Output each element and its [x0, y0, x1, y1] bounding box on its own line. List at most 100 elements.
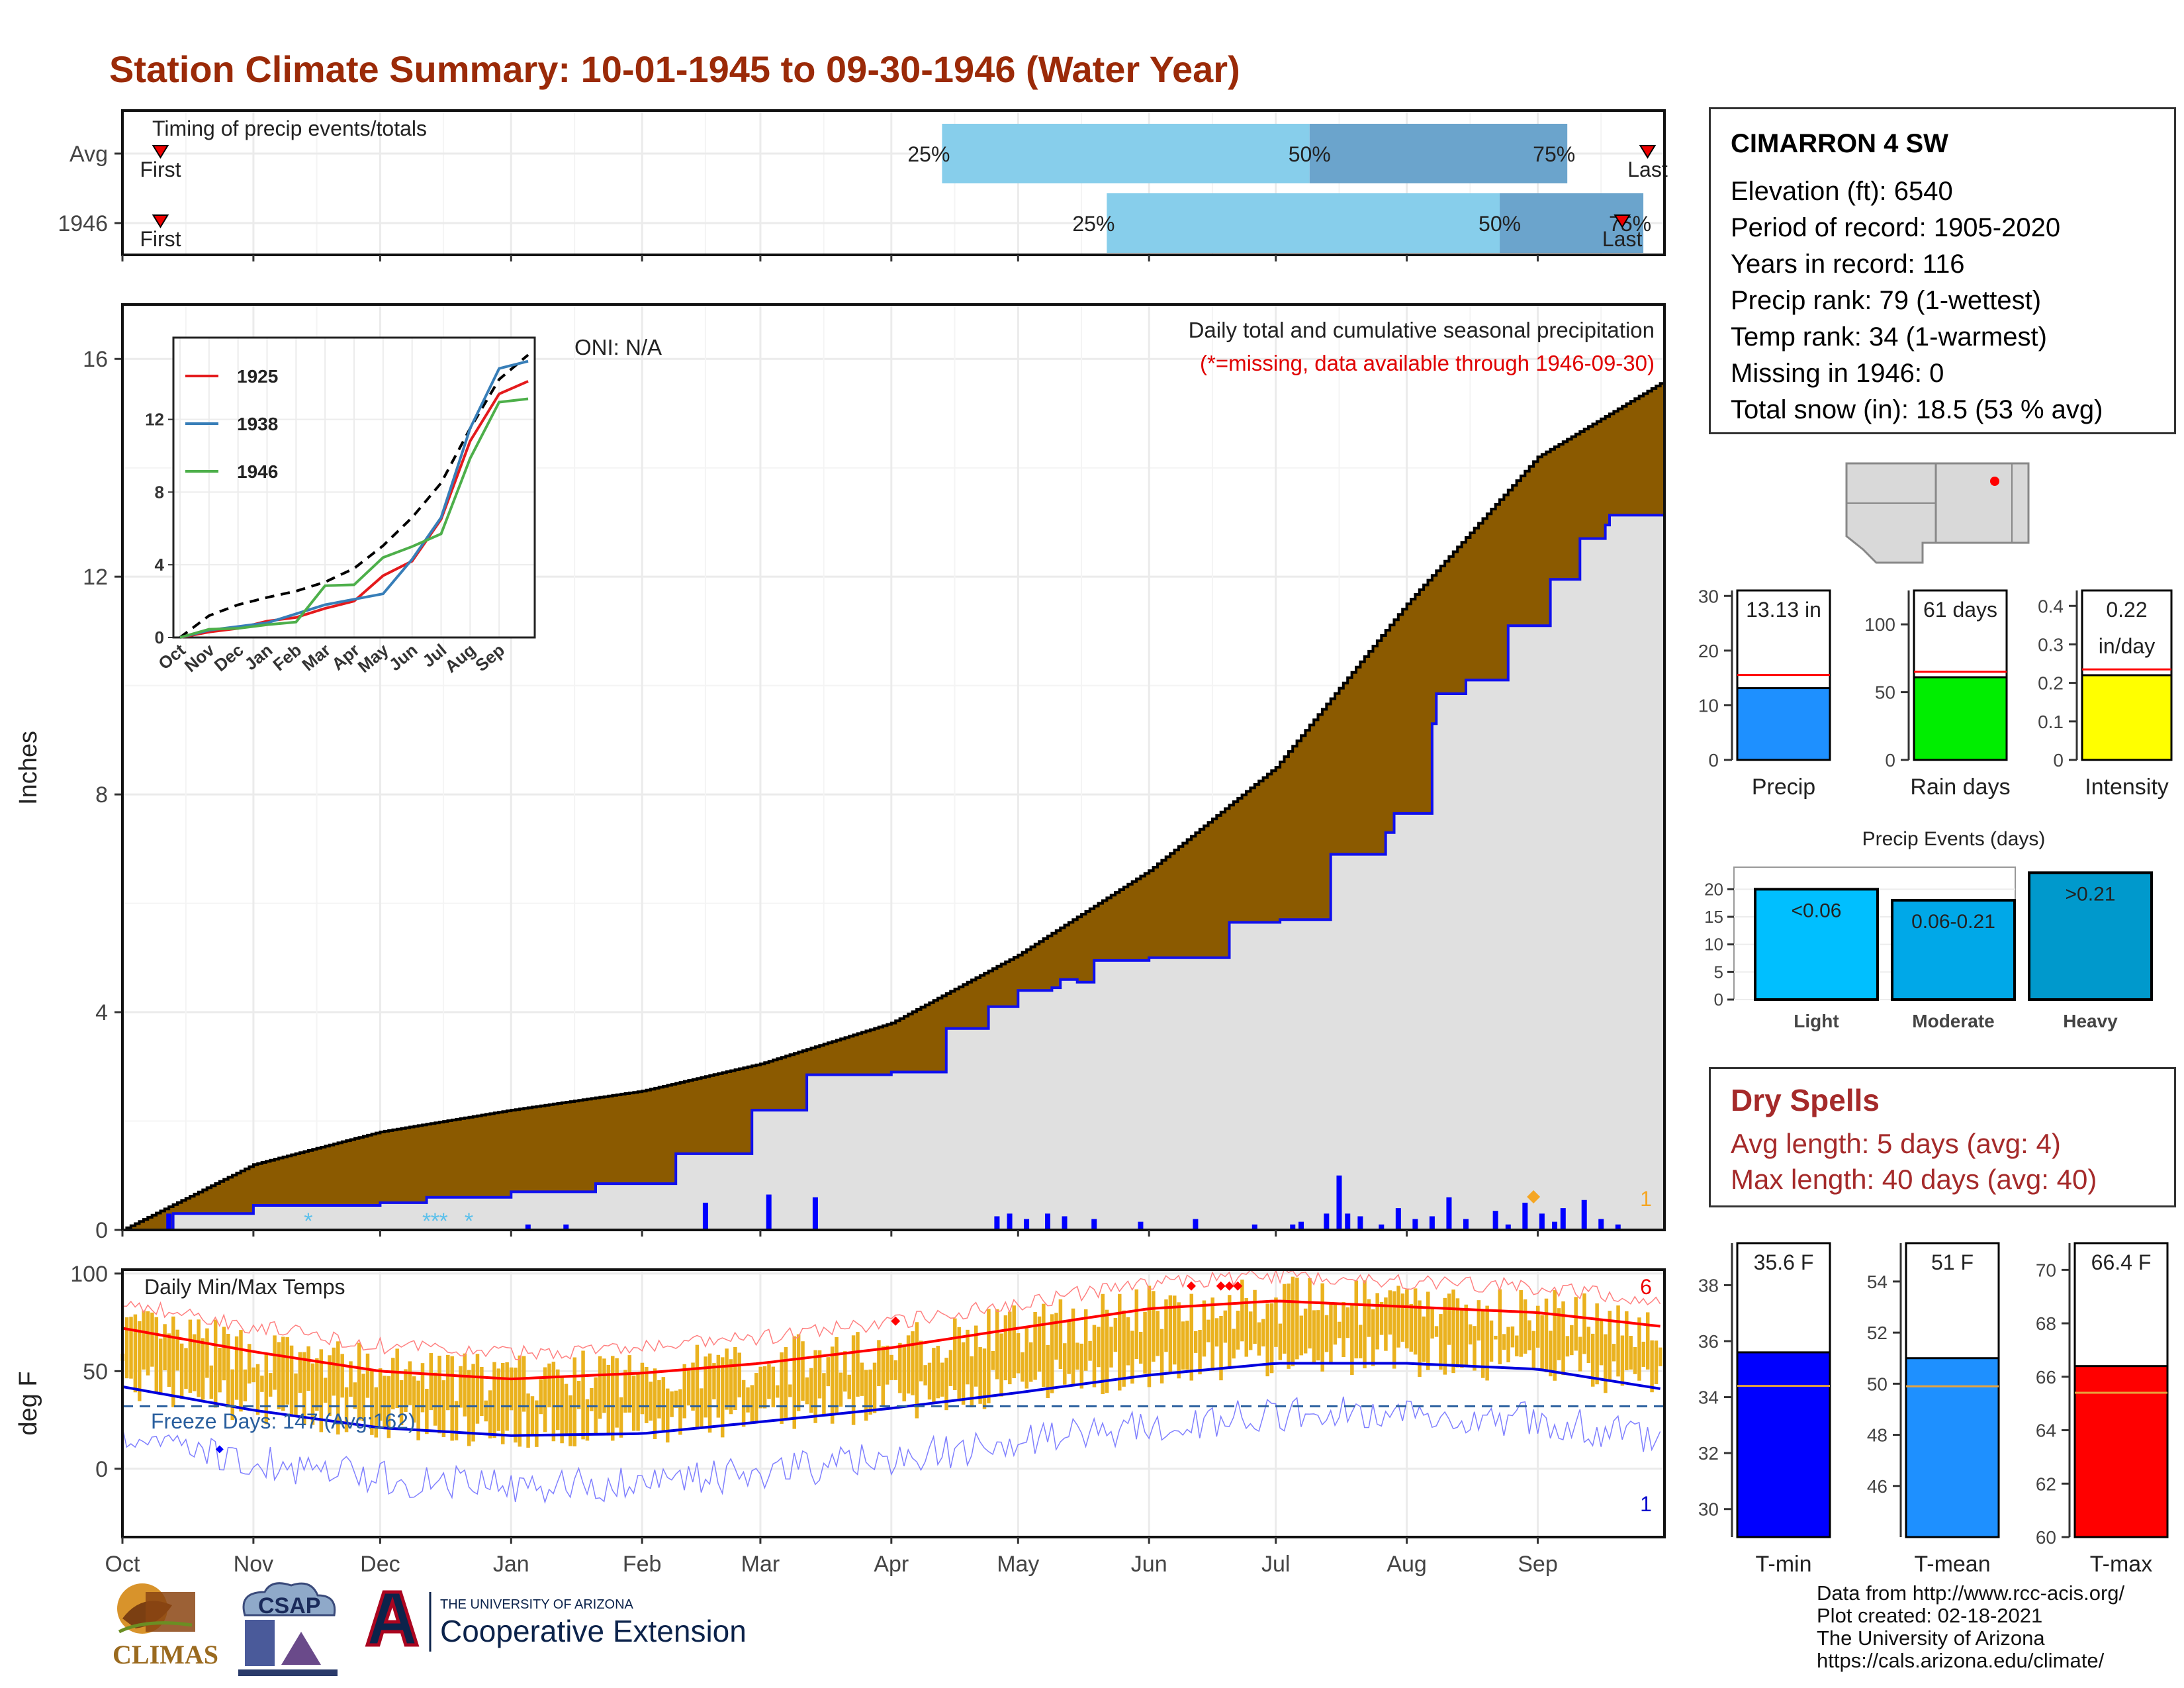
- daily-temp-bar: [843, 1351, 847, 1392]
- daily-precip-bar: [563, 1224, 569, 1230]
- daily-temp-bar: [1557, 1308, 1561, 1360]
- daily-temp-bar: [1223, 1310, 1228, 1343]
- daily-temp-bar: [1616, 1305, 1620, 1377]
- daily-temp-bar: [454, 1401, 459, 1440]
- daily-temp-bar: [391, 1358, 395, 1410]
- daily-temp-bar: [581, 1350, 585, 1440]
- daily-temp-bar: [167, 1333, 171, 1387]
- daily-temp-bar: [1291, 1276, 1295, 1366]
- daily-temp-bar: [835, 1336, 839, 1413]
- daily-temp-bar: [480, 1366, 484, 1417]
- daily-temp-bar: [936, 1346, 940, 1399]
- daily-temp-bar: [1519, 1289, 1523, 1357]
- daily-temp-bar: [707, 1353, 712, 1433]
- daily-temp-bar: [919, 1340, 923, 1382]
- precip-total-axis-label: Precip: [1752, 774, 1815, 800]
- daily-temp-bar: [970, 1356, 974, 1408]
- daily-temp-bar: [1405, 1289, 1409, 1348]
- daily-temp-bar: [792, 1336, 796, 1429]
- precip-panel-header: Daily total and cumulative seasonal prec…: [1189, 318, 1655, 342]
- avg-cumulative-line: [122, 382, 1664, 1231]
- daily-temp-bar: [1506, 1327, 1510, 1362]
- y-tick-label: 30: [1698, 586, 1719, 606]
- daily-temp-bar: [475, 1354, 480, 1424]
- daily-temp-bar: [518, 1355, 522, 1447]
- daily-temp-bar: [670, 1391, 674, 1417]
- daily-temp-bar: [1473, 1326, 1477, 1371]
- daily-temp-bar: [796, 1334, 801, 1411]
- daily-temp-bar: [948, 1350, 953, 1386]
- y-tick-label: 0: [2053, 750, 2064, 771]
- daily-precip-bar: [1412, 1219, 1418, 1230]
- daily-temp-bar: [526, 1393, 530, 1448]
- daily-temp-bar: [138, 1321, 142, 1401]
- daily-temp-bar: [1485, 1305, 1489, 1381]
- daily-temp-bar: [1058, 1299, 1063, 1370]
- daily-temp-bar: [446, 1354, 450, 1411]
- daily-temp-bar: [399, 1380, 404, 1426]
- daily-precip-bar: [1463, 1219, 1469, 1230]
- daily-temp-bar: [881, 1346, 886, 1406]
- daily-temp-bar: [365, 1353, 370, 1398]
- credit-line: https://cals.arizona.edu/climate/: [1817, 1649, 2105, 1672]
- daily-precip-bar: [1336, 1175, 1342, 1230]
- credit-line: Data from http://www.rcc-acis.org/: [1817, 1581, 2125, 1605]
- last-label: Last: [1627, 158, 1668, 181]
- daily-temp-bar: [741, 1380, 746, 1427]
- tmin-bar: [1736, 1351, 1831, 1538]
- daily-temp-bar: [974, 1325, 978, 1387]
- y-tick-label: 0: [1885, 750, 1895, 771]
- daily-temp-bar: [1342, 1302, 1345, 1358]
- last-label: Last: [1602, 227, 1643, 251]
- station-missing: Missing in 1946: 0: [1731, 359, 1944, 388]
- tmin-axis-label: T-min: [1756, 1552, 1812, 1577]
- daily-temp-bar: [1278, 1323, 1283, 1360]
- daily-temp-bar: [606, 1364, 611, 1436]
- daily-precip-bar: [1505, 1224, 1511, 1230]
- daily-temp-bar: [1324, 1315, 1329, 1352]
- daily-temp-bar: [1612, 1344, 1616, 1362]
- intensity-value-label: in/day: [2099, 634, 2155, 658]
- daily-temp-bar: [1160, 1329, 1164, 1383]
- daily-temp-bar: [872, 1362, 877, 1413]
- hot-days-count: 6: [1640, 1275, 1652, 1299]
- daily-temp-bar: [966, 1329, 970, 1385]
- daily-temp-bar: [1561, 1301, 1565, 1376]
- daily-temp-bar: [826, 1357, 831, 1387]
- daily-temp-bar: [1244, 1297, 1249, 1357]
- daily-temp-bar: [349, 1361, 353, 1397]
- daily-temp-bar: [543, 1367, 547, 1432]
- y-tick-label: 0: [95, 1218, 108, 1243]
- daily-temp-bar: [1299, 1315, 1304, 1356]
- tmean-value-label: 51 F: [1931, 1250, 1974, 1274]
- credit-line: Plot created: 02-18-2021: [1817, 1604, 2043, 1627]
- tmax-value-label: 66.4 F: [2091, 1250, 2152, 1274]
- daily-temp-bar: [750, 1385, 754, 1424]
- normal-max-line: [122, 1299, 1661, 1381]
- daily-temp-bar: [437, 1356, 441, 1434]
- daily-temp-bar: [653, 1368, 657, 1439]
- daily-temp-bar: [357, 1342, 361, 1421]
- daily-temp-bar: [306, 1346, 310, 1391]
- daily-temp-bar: [1253, 1289, 1257, 1344]
- daily-temp-bar: [813, 1350, 817, 1423]
- daily-precip-bar: [1193, 1219, 1199, 1230]
- daily-temp-bar: [902, 1346, 906, 1401]
- daily-temp-bar: [712, 1363, 716, 1399]
- record-high-marker: [1233, 1281, 1243, 1291]
- daily-temp-bar: [1134, 1289, 1139, 1359]
- daily-temp-bar: [1282, 1284, 1287, 1354]
- daily-temp-bar: [940, 1362, 944, 1397]
- daily-temp-bar: [1363, 1280, 1367, 1369]
- daily-temp-bar: [1523, 1299, 1527, 1354]
- daily-temp-bar: [982, 1348, 987, 1409]
- daily-temp-bar: [590, 1387, 594, 1411]
- daily-temp-bar: [319, 1349, 324, 1432]
- daily-temp-bar: [1371, 1309, 1375, 1366]
- daily-temp-bar: [1350, 1304, 1354, 1376]
- daily-temp-bar: [1641, 1341, 1646, 1367]
- daily-temp-bar: [1451, 1289, 1455, 1374]
- daily-temp-bar: [733, 1346, 737, 1411]
- daily-precip-bar: [1522, 1202, 1528, 1230]
- daily-temp-bar: [1164, 1299, 1168, 1352]
